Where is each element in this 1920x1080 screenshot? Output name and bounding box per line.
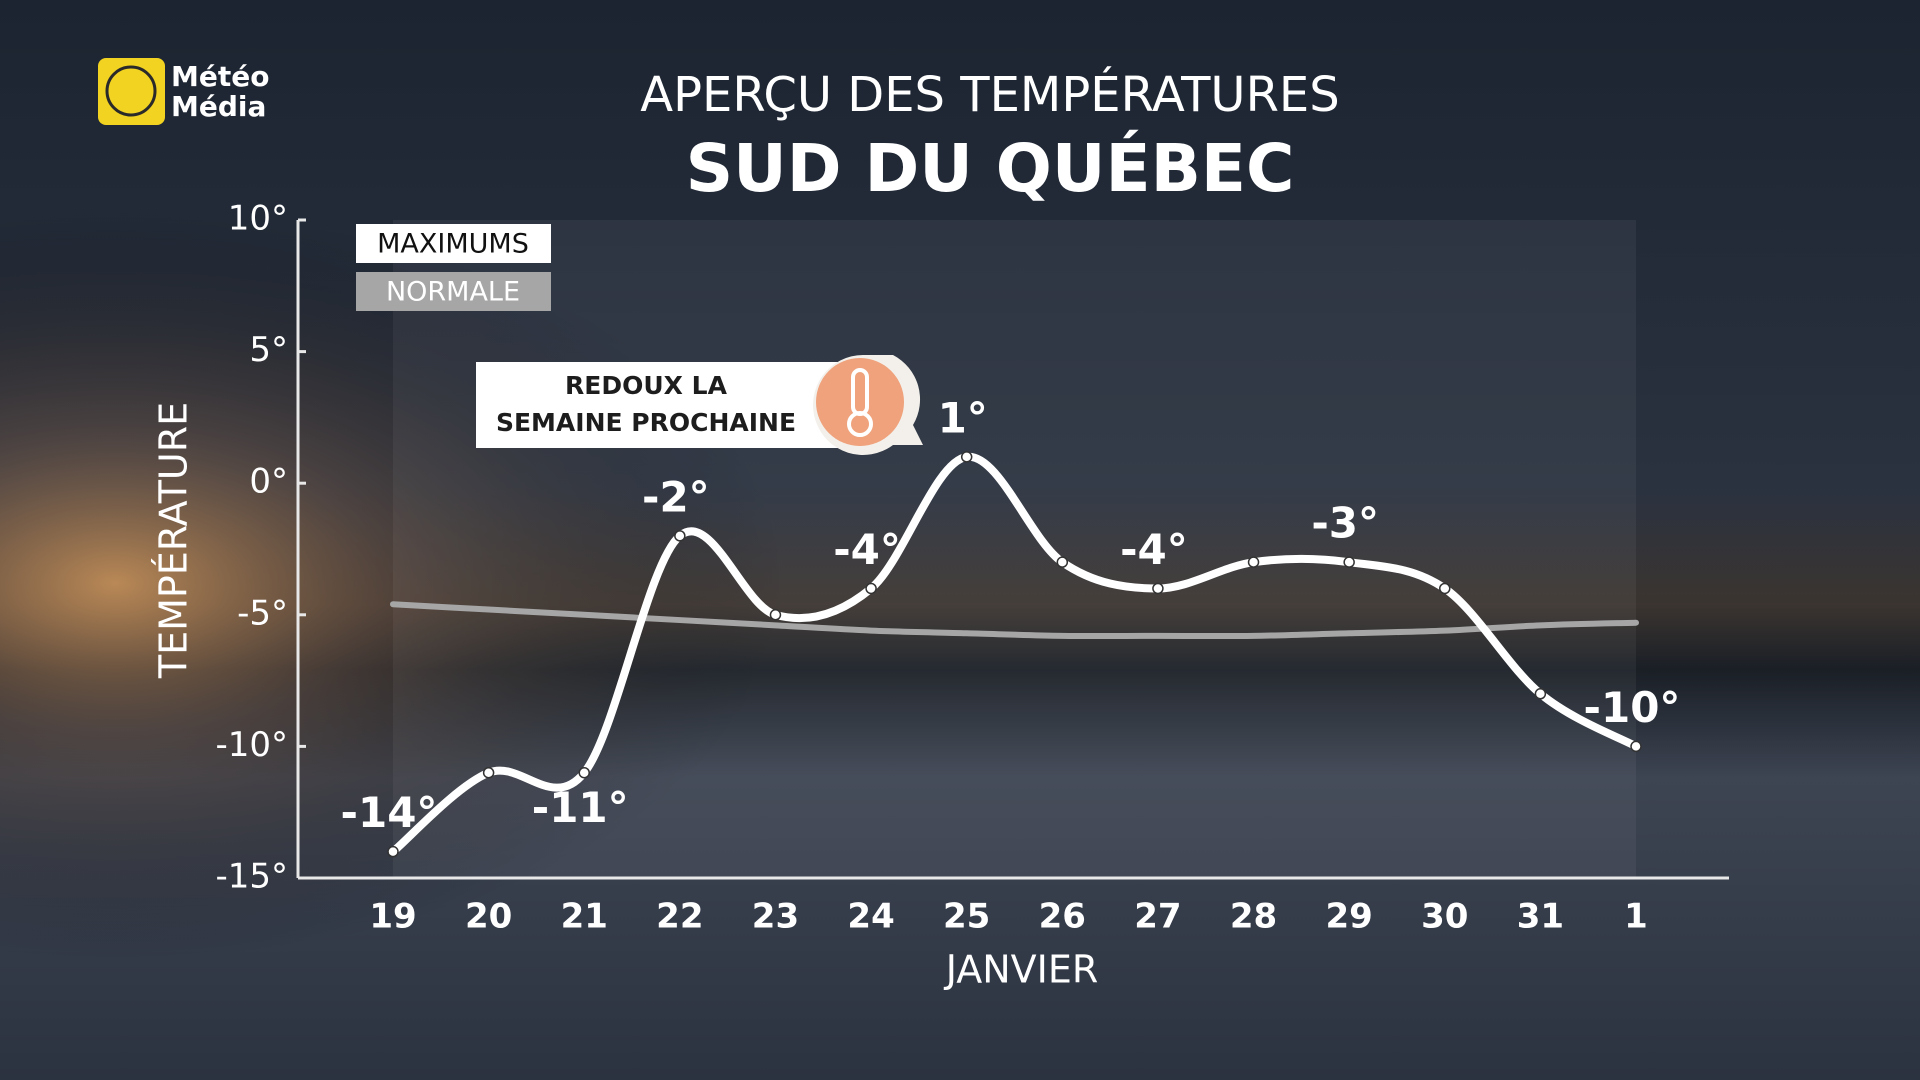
legend-swatch xyxy=(356,272,551,311)
data-point xyxy=(1343,556,1355,568)
x-axis-label: JANVIER xyxy=(944,948,1099,992)
y-tick-label: -15° xyxy=(215,857,288,897)
data-label: -10° xyxy=(1584,683,1681,732)
data-point xyxy=(1247,556,1260,568)
legend-label: MAXIMUMS xyxy=(377,229,529,260)
x-tick-label: 27 xyxy=(1134,897,1181,937)
x-tick-label: 20 xyxy=(465,897,512,937)
data-point xyxy=(674,530,686,542)
icon-circle xyxy=(816,358,904,446)
x-tick-label: 30 xyxy=(1421,897,1468,937)
data-point xyxy=(387,845,399,858)
data-label: -11° xyxy=(532,783,629,832)
y-tick-label: 5° xyxy=(249,330,288,370)
data-label: -14° xyxy=(341,788,438,837)
annotation-text: REDOUX LA xyxy=(565,371,728,400)
legend-swatch xyxy=(356,224,551,263)
chart-subtitle: SUD DU QUÉBEC xyxy=(686,129,1295,207)
data-label: -4° xyxy=(833,525,901,574)
x-tick-label: 25 xyxy=(943,897,990,937)
x-tick-label: 21 xyxy=(561,897,608,937)
data-point xyxy=(1152,582,1164,595)
data-point xyxy=(1630,740,1642,753)
data-point xyxy=(482,766,495,779)
x-tick-label: 1 xyxy=(1624,897,1648,937)
x-tick-label: 22 xyxy=(656,897,703,937)
y-axis-label: TEMPÉRATURE xyxy=(152,402,196,679)
annotation-box xyxy=(476,362,845,448)
y-tick-label: -10° xyxy=(215,725,288,765)
logo-text: Média xyxy=(171,90,266,123)
icon-bulb xyxy=(847,411,873,437)
legend-label: NORMALE xyxy=(386,277,520,308)
x-tick-label: 23 xyxy=(752,897,799,937)
thermometer-icon xyxy=(813,355,923,455)
x-tick-label: 29 xyxy=(1325,897,1372,937)
logo-globe xyxy=(105,65,157,117)
y-tick-label: -5° xyxy=(237,593,288,633)
y-tick-label: 10° xyxy=(228,199,288,239)
data-point xyxy=(578,766,590,779)
logo-text: Météo xyxy=(171,60,269,93)
data-point xyxy=(769,609,782,621)
data-point xyxy=(1056,556,1069,568)
data-label: -4° xyxy=(1120,525,1188,574)
x-tick-label: 28 xyxy=(1230,897,1277,937)
data-label: -2° xyxy=(642,472,710,521)
data-label: -3° xyxy=(1311,499,1379,548)
x-tick-label: 24 xyxy=(847,897,894,937)
data-point xyxy=(865,582,877,595)
data-point xyxy=(1534,688,1547,700)
data-point xyxy=(1439,582,1451,595)
plot-shade xyxy=(393,220,1636,878)
chart-title: APERÇU DES TEMPÉRATURES xyxy=(640,66,1339,123)
x-tick-label: 26 xyxy=(1039,897,1086,937)
data-point xyxy=(960,451,973,463)
x-tick-label: 31 xyxy=(1517,897,1564,937)
annotation-text: SEMAINE PROCHAINE xyxy=(496,408,796,437)
data-label: 1° xyxy=(938,393,988,442)
x-tick-label: 19 xyxy=(369,897,416,937)
y-tick-label: 0° xyxy=(249,462,288,502)
series-line xyxy=(390,601,1639,640)
